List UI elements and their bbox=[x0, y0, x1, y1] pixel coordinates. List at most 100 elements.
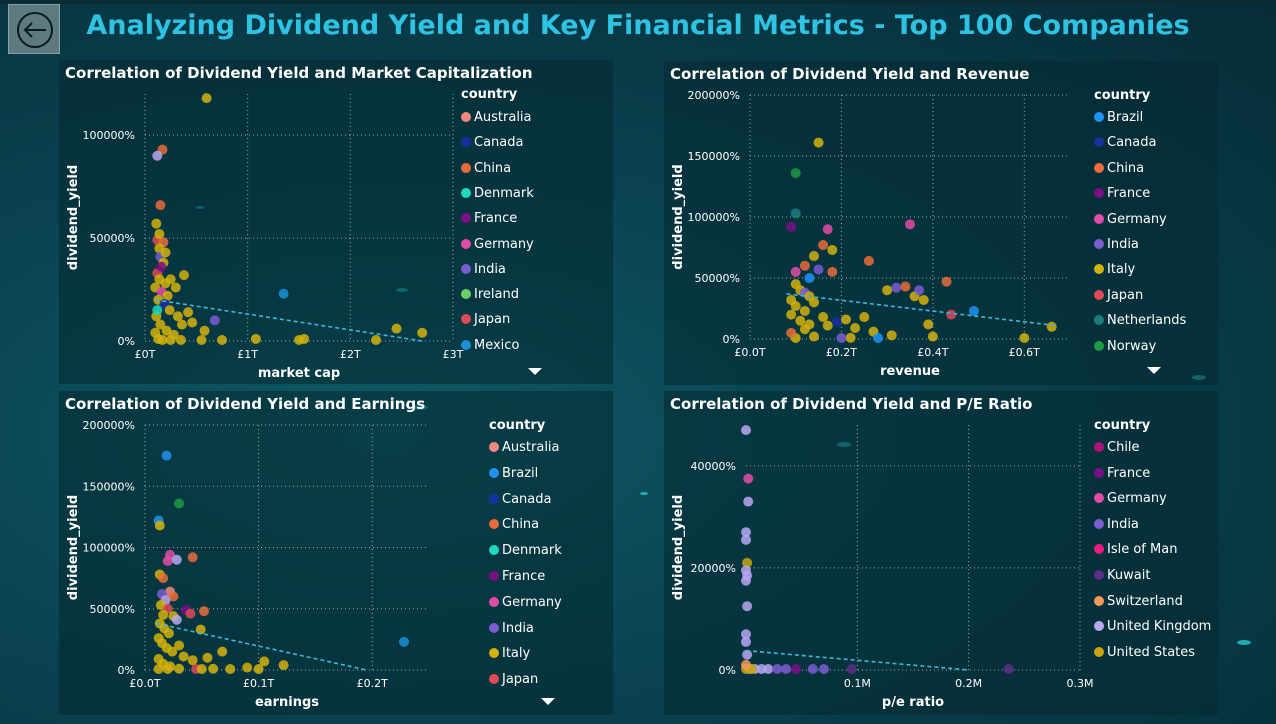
legend-item[interactable]: Germany bbox=[1094, 491, 1167, 506]
data-point[interactable] bbox=[809, 251, 819, 262]
data-point[interactable] bbox=[199, 325, 210, 336]
legend-item[interactable]: Japan bbox=[1094, 288, 1143, 303]
data-point[interactable] bbox=[786, 221, 797, 232]
data-point[interactable] bbox=[742, 649, 753, 660]
data-point[interactable] bbox=[174, 498, 185, 509]
data-point[interactable] bbox=[165, 274, 176, 285]
data-point[interactable] bbox=[162, 290, 173, 301]
data-point[interactable] bbox=[179, 270, 190, 281]
data-point[interactable] bbox=[741, 575, 751, 586]
data-point[interactable] bbox=[741, 636, 751, 647]
data-point[interactable] bbox=[790, 208, 801, 219]
legend-item[interactable]: France bbox=[461, 211, 517, 226]
data-point[interactable] bbox=[969, 305, 979, 316]
legend-item[interactable]: Germany bbox=[489, 595, 562, 610]
legend-item[interactable]: Mexico bbox=[461, 338, 519, 353]
data-point[interactable] bbox=[795, 315, 806, 326]
legend-scroll-down-icon[interactable] bbox=[541, 698, 555, 705]
data-point[interactable] bbox=[160, 247, 171, 258]
data-point[interactable] bbox=[918, 294, 929, 305]
data-point[interactable] bbox=[152, 305, 163, 316]
data-point[interactable] bbox=[250, 333, 261, 344]
data-point[interactable] bbox=[791, 664, 802, 674]
data-point[interactable] bbox=[941, 276, 952, 287]
legend-item[interactable]: France bbox=[489, 569, 545, 584]
data-point[interactable] bbox=[822, 224, 833, 235]
legend-item[interactable]: Switzerland bbox=[1094, 594, 1183, 609]
legend-item[interactable]: Canada bbox=[489, 492, 551, 507]
data-point[interactable] bbox=[158, 573, 169, 584]
data-point[interactable] bbox=[299, 333, 310, 344]
data-point[interactable] bbox=[199, 606, 210, 617]
data-point[interactable] bbox=[900, 281, 911, 292]
data-point[interactable] bbox=[161, 450, 172, 461]
legend-item[interactable]: India bbox=[1094, 517, 1139, 532]
data-point[interactable] bbox=[743, 473, 754, 484]
legend-item[interactable]: Australia bbox=[461, 110, 532, 125]
data-point[interactable] bbox=[196, 335, 207, 345]
legend-item[interactable]: China bbox=[489, 517, 539, 532]
legend-item[interactable]: Canada bbox=[461, 135, 523, 150]
data-point[interactable] bbox=[399, 636, 410, 647]
data-point[interactable] bbox=[863, 255, 874, 266]
data-point[interactable] bbox=[822, 320, 833, 331]
data-point[interactable] bbox=[174, 663, 185, 674]
data-point[interactable] bbox=[790, 168, 801, 179]
data-point[interactable] bbox=[278, 288, 289, 299]
data-point[interactable] bbox=[799, 324, 810, 335]
legend-item[interactable]: China bbox=[461, 161, 511, 176]
data-point[interactable] bbox=[827, 244, 838, 255]
data-point[interactable] bbox=[167, 646, 178, 657]
legend-item[interactable]: United Kingdom bbox=[1094, 619, 1211, 634]
data-point[interactable] bbox=[371, 335, 381, 345]
data-point[interactable] bbox=[417, 327, 428, 338]
data-point[interactable] bbox=[786, 327, 797, 338]
data-point[interactable] bbox=[391, 323, 402, 334]
data-point[interactable] bbox=[155, 200, 166, 211]
data-point[interactable] bbox=[831, 316, 842, 327]
data-point[interactable] bbox=[1019, 333, 1030, 343]
data-point[interactable] bbox=[818, 240, 829, 251]
legend-item[interactable]: Italy bbox=[489, 646, 530, 661]
data-point[interactable] bbox=[741, 527, 751, 538]
data-point[interactable] bbox=[225, 664, 236, 674]
data-point[interactable] bbox=[174, 640, 185, 651]
legend-item[interactable]: Brazil bbox=[489, 466, 538, 481]
data-point[interactable] bbox=[152, 150, 163, 161]
data-point[interactable] bbox=[170, 282, 181, 293]
legend-item[interactable]: France bbox=[1094, 466, 1150, 481]
legend-item[interactable]: Canada bbox=[1094, 135, 1156, 150]
data-point[interactable] bbox=[178, 651, 189, 662]
data-point[interactable] bbox=[153, 664, 164, 674]
data-point[interactable] bbox=[151, 218, 162, 229]
legend-item[interactable]: Brazil bbox=[1094, 110, 1143, 125]
data-point[interactable] bbox=[183, 307, 194, 318]
data-point[interactable] bbox=[841, 314, 851, 325]
data-point[interactable] bbox=[850, 323, 861, 334]
data-point[interactable] bbox=[172, 311, 183, 322]
data-point[interactable] bbox=[741, 425, 751, 436]
data-point[interactable] bbox=[157, 335, 168, 345]
data-point[interactable] bbox=[799, 305, 810, 316]
legend-item[interactable]: United States bbox=[1094, 645, 1195, 660]
data-point[interactable] bbox=[217, 646, 228, 657]
data-point[interactable] bbox=[259, 656, 270, 667]
data-point[interactable] bbox=[175, 335, 186, 345]
data-point[interactable] bbox=[187, 552, 198, 563]
legend-item[interactable]: Japan bbox=[461, 312, 510, 327]
legend-item[interactable]: France bbox=[1094, 186, 1150, 201]
data-point[interactable] bbox=[168, 591, 179, 602]
legend-item[interactable]: Denmark bbox=[489, 543, 562, 558]
data-point[interactable] bbox=[923, 319, 934, 330]
data-point[interactable] bbox=[859, 312, 870, 323]
data-point[interactable] bbox=[278, 660, 289, 671]
data-point[interactable] bbox=[171, 554, 182, 565]
data-point[interactable] bbox=[196, 664, 207, 674]
data-point[interactable] bbox=[201, 93, 212, 104]
data-point[interactable] bbox=[790, 266, 801, 277]
data-point[interactable] bbox=[208, 663, 219, 674]
data-point[interactable] bbox=[156, 261, 167, 272]
data-point[interactable] bbox=[827, 266, 838, 277]
data-point[interactable] bbox=[155, 319, 166, 330]
legend-item[interactable]: Australia bbox=[489, 440, 560, 455]
